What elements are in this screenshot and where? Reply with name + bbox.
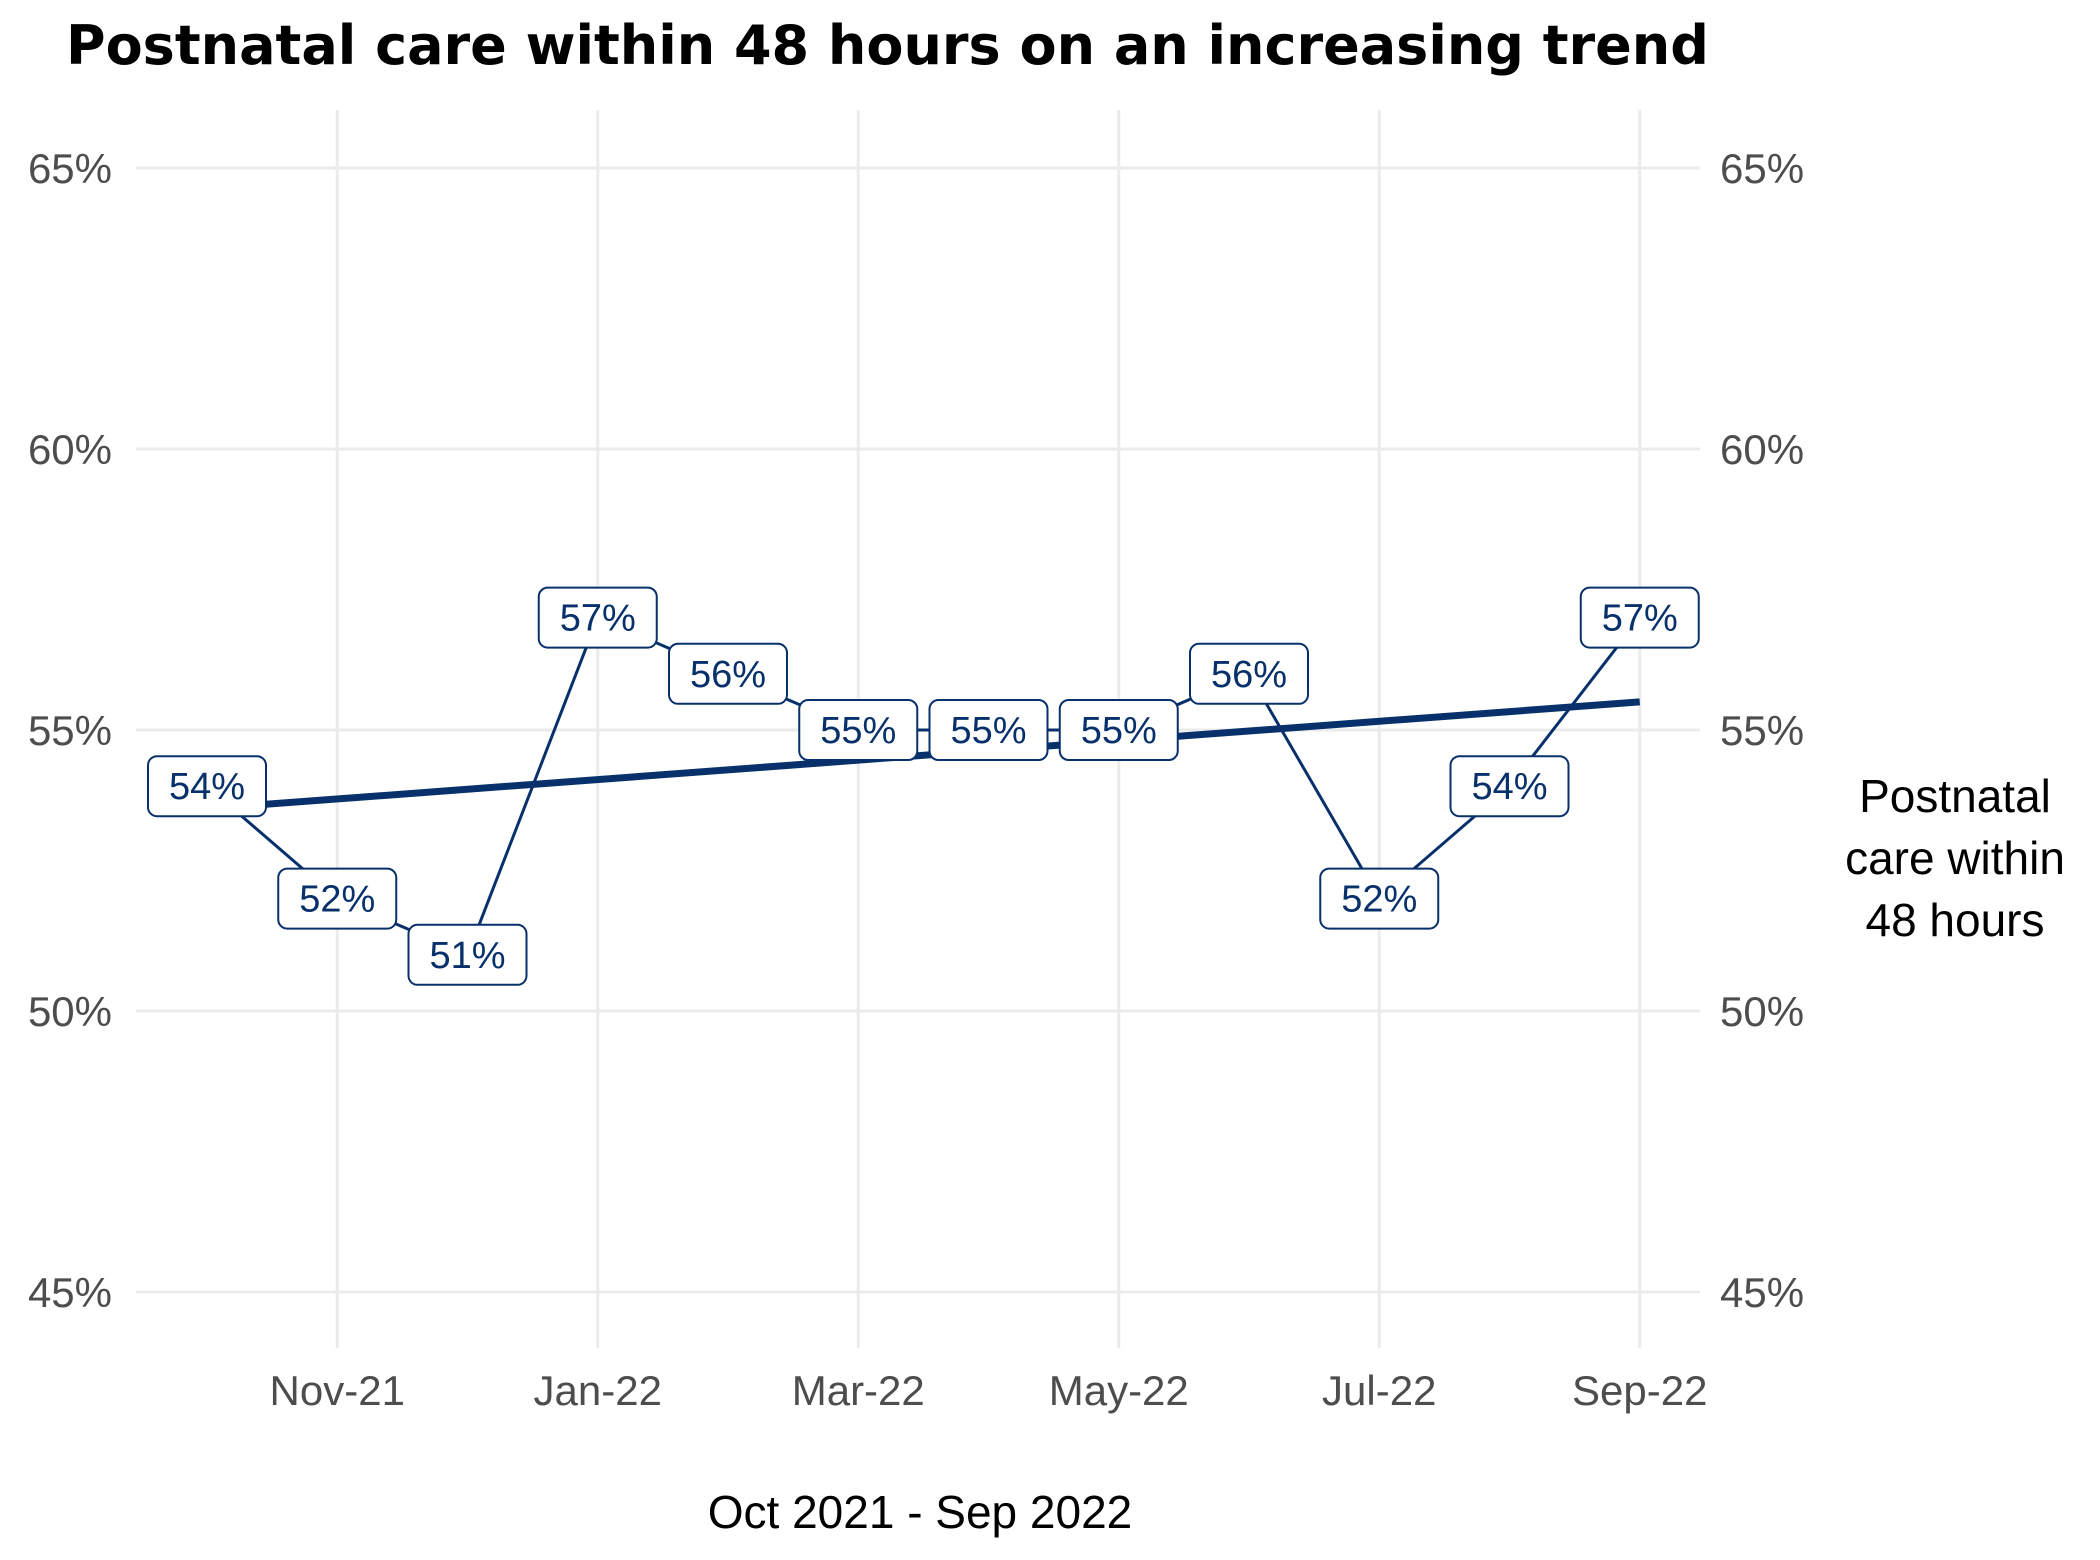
data-label-text: 52%	[1341, 879, 1417, 921]
data-label-text: 55%	[1081, 710, 1157, 752]
data-label-text: 54%	[1471, 766, 1547, 808]
x-axis: Nov-21 Jan-22 Mar-22 May-22 Jul-22 Sep-22	[270, 1367, 1708, 1414]
data-label-box	[147, 755, 267, 818]
y-tick-label-left: 60%	[28, 426, 112, 473]
data-label: 51%	[407, 923, 528, 986]
data-label-box	[1189, 642, 1309, 705]
y-tick-label-right: 55%	[1720, 707, 1804, 754]
y-tick-label-left: 45%	[28, 1269, 112, 1316]
data-label: 52%	[277, 867, 398, 930]
data-label: 55%	[928, 699, 1049, 761]
data-label-text: 57%	[560, 598, 636, 640]
data-label: 54%	[147, 755, 267, 818]
data-label-box	[1449, 755, 1570, 818]
data-label-text: 56%	[1211, 654, 1287, 696]
trend	[206, 698, 1641, 813]
data-label-text: 57%	[1602, 598, 1678, 640]
data-label-text: 51%	[429, 935, 505, 977]
y-tick-label-left: 55%	[28, 707, 112, 754]
data-label-box	[928, 699, 1049, 761]
data-label-text: 55%	[950, 710, 1026, 752]
y-axis-left: 45% 50% 55% 60% 65%	[28, 145, 112, 1316]
data-label: 57%	[537, 586, 658, 649]
data-label: 52%	[1319, 867, 1440, 930]
data-label-text: 55%	[820, 710, 896, 752]
data-label: 56%	[1189, 642, 1309, 705]
data-label: 54%	[1449, 755, 1570, 818]
data-label-text: 54%	[169, 766, 245, 808]
x-tick-label: Sep-22	[1572, 1367, 1707, 1414]
y-tick-label-right: 50%	[1720, 988, 1804, 1035]
data-label-box	[1319, 867, 1440, 930]
data-label: 57%	[1579, 586, 1700, 649]
x-tick-label: Jul-22	[1322, 1367, 1436, 1414]
data-label-box	[1058, 699, 1179, 761]
chart-title: Postnatal care within 48 hours on an inc…	[66, 14, 1709, 77]
y-tick-label-right: 60%	[1720, 426, 1804, 473]
trend-line	[206, 698, 1641, 813]
data-label-box	[668, 642, 788, 705]
data-label-box	[277, 867, 398, 930]
series-name-label: Postnatal care within 48 hours	[1845, 770, 2065, 946]
data-labels: 54% 52% 51% 57% 56% 55% 55% 55% 56% 52% 54% 57%	[147, 586, 1700, 986]
x-axis-label: Oct 2021 - Sep 2022	[708, 1486, 1133, 1538]
y-tick-label-right: 65%	[1720, 145, 1804, 192]
x-tick-label: Mar-22	[792, 1367, 925, 1414]
data-label-box	[798, 699, 919, 761]
data-label-text: 56%	[690, 654, 766, 696]
data-label: 56%	[668, 642, 788, 705]
y-axis-right: 45% 50% 55% 60% 65%	[1720, 145, 1804, 1316]
data-label-box	[407, 923, 528, 986]
data-label-box	[537, 586, 658, 649]
y-tick-label-left: 65%	[28, 145, 112, 192]
x-tick-label: Nov-21	[270, 1367, 405, 1414]
y-tick-label-right: 45%	[1720, 1269, 1804, 1316]
data-label: 55%	[798, 699, 919, 761]
x-tick-label: Jan-22	[534, 1367, 662, 1414]
y-tick-label-left: 50%	[28, 988, 112, 1035]
data-label-text: 52%	[299, 879, 375, 921]
data-label-box	[1579, 586, 1700, 649]
x-tick-label: May-22	[1049, 1367, 1189, 1414]
data-label: 55%	[1058, 699, 1179, 761]
